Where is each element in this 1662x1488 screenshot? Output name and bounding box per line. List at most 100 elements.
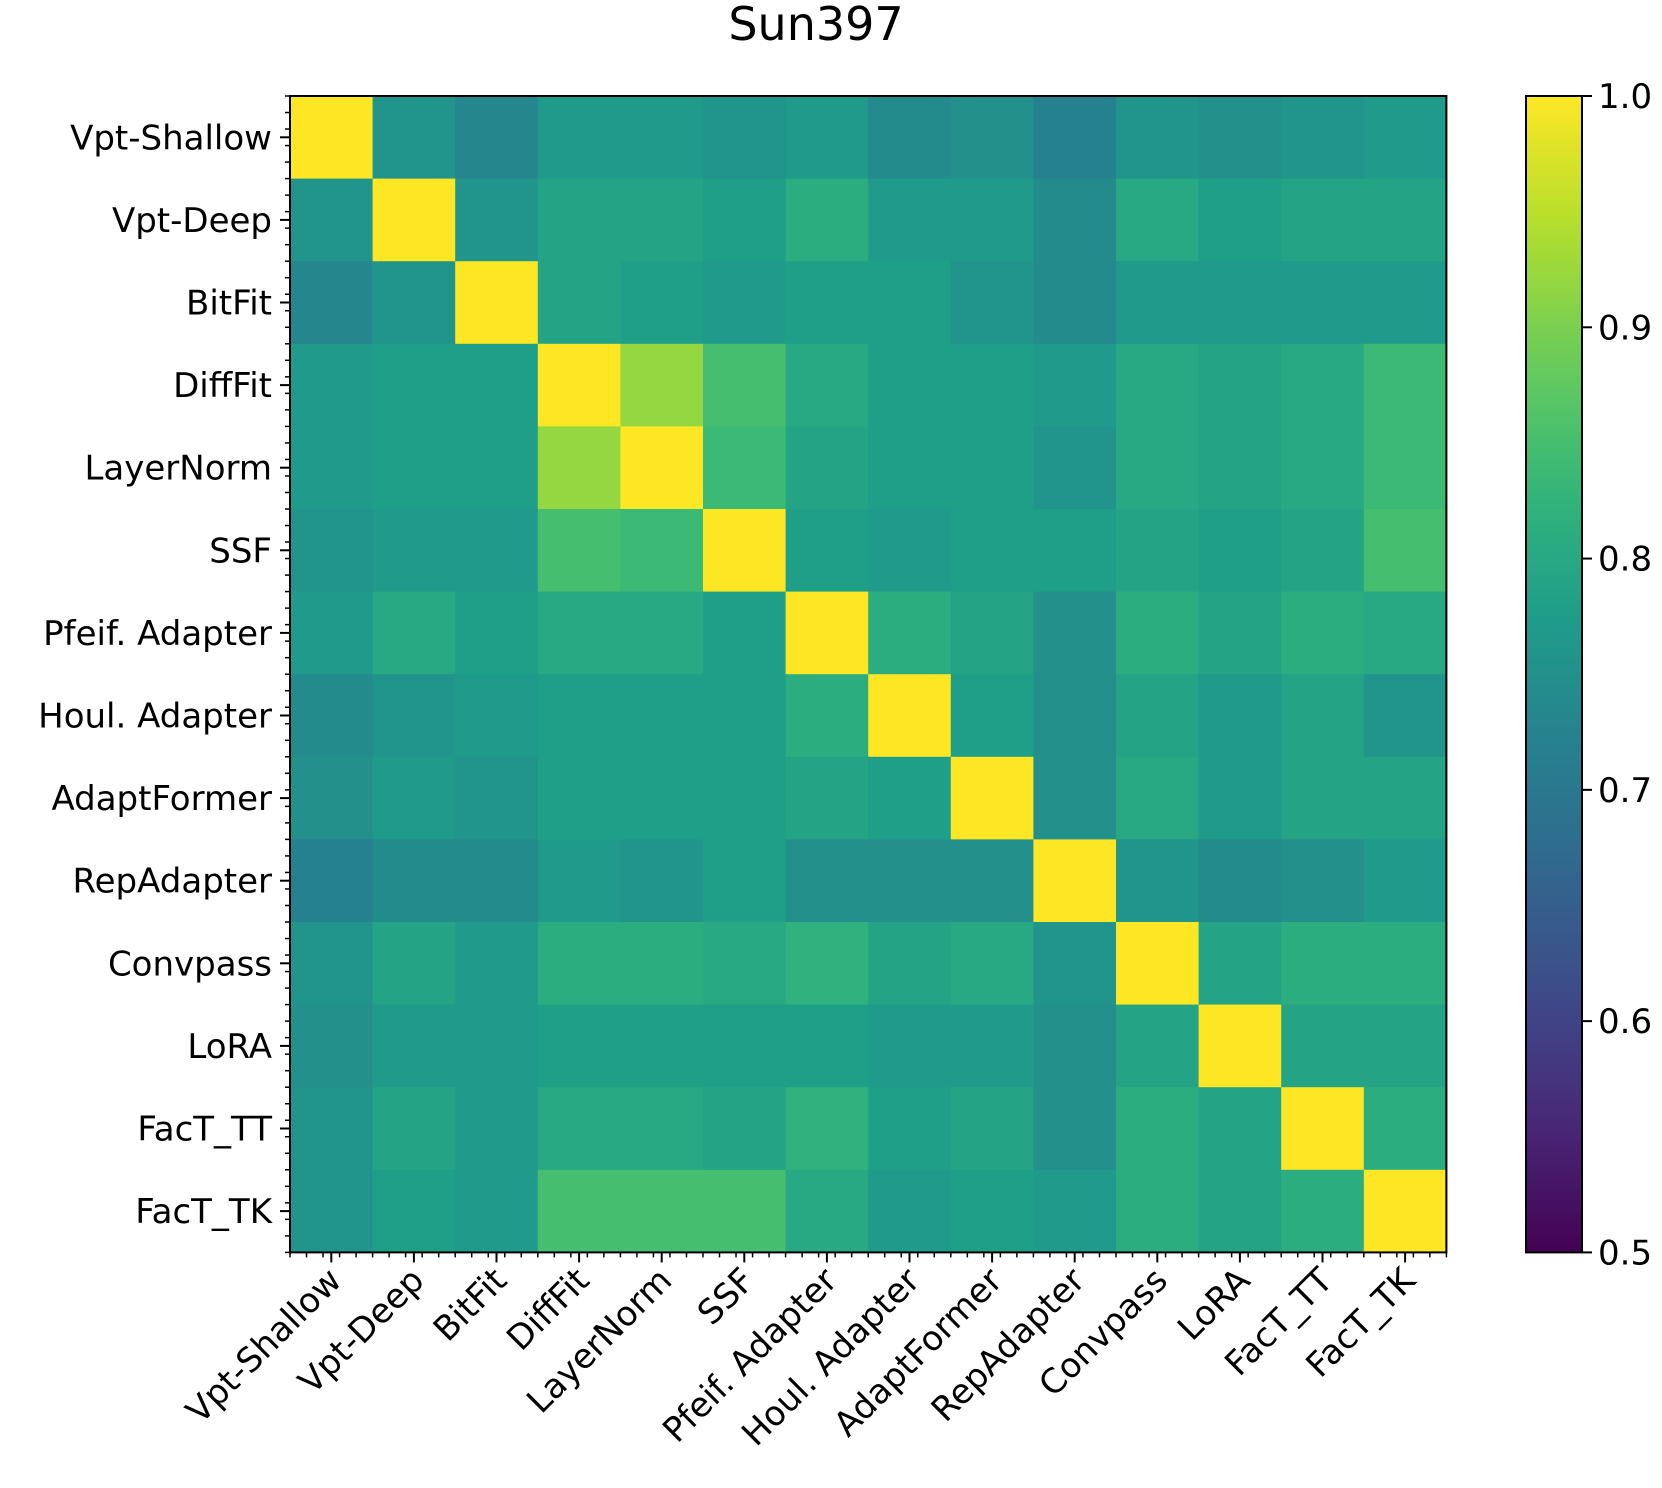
heatmap-cell-5-0: [290, 509, 374, 593]
heatmap-cell-4-11: [1198, 426, 1282, 510]
y-tick-label: Houl. Adapter: [38, 697, 272, 737]
heatmap-cell-13-2: [455, 1169, 539, 1253]
heatmap-cell-10-13: [1363, 922, 1447, 1006]
heatmap-cell-7-6: [785, 674, 869, 758]
heatmap-cell-1-10: [1116, 178, 1200, 262]
heatmap-cell-4-0: [290, 426, 374, 510]
heatmap-cell-11-1: [372, 1004, 456, 1088]
heatmap-cell-12-10: [1116, 1087, 1200, 1171]
heatmap-cell-2-4: [620, 261, 704, 345]
heatmap-cell-1-0: [290, 178, 374, 262]
heatmap-cell-5-13: [1363, 509, 1447, 593]
heatmap-cell-11-11: [1198, 1004, 1282, 1088]
heatmap-cell-13-13: [1363, 1169, 1447, 1253]
heatmap-cell-8-3: [537, 756, 621, 840]
heatmap-cell-2-13: [1363, 261, 1447, 345]
heatmap-cell-0-4: [620, 96, 704, 180]
y-tick-label: Convpass: [108, 944, 272, 984]
heatmap-cell-0-3: [537, 96, 621, 180]
heatmap-cell-12-12: [1281, 1087, 1365, 1171]
heatmap-cell-8-7: [868, 756, 952, 840]
x-tick-label: BitFit: [426, 1260, 515, 1349]
heatmap-cell-10-12: [1281, 922, 1365, 1006]
heatmap-cell-4-1: [372, 426, 456, 510]
heatmap-cell-8-8: [950, 756, 1034, 840]
heatmap-cell-8-5: [703, 756, 787, 840]
heatmap-cell-4-13: [1363, 426, 1447, 510]
heatmap-cell-7-0: [290, 674, 374, 758]
heatmap-cell-12-9: [1033, 1087, 1117, 1171]
heatmap-cell-13-3: [537, 1169, 621, 1253]
heatmap-cell-6-0: [290, 591, 374, 675]
heatmap-cell-6-9: [1033, 591, 1117, 675]
heatmap-cell-7-3: [537, 674, 621, 758]
heatmap-cell-4-4: [620, 426, 704, 510]
colorbar-tick-label: 0.6: [1598, 1002, 1652, 1042]
heatmap-cell-12-13: [1363, 1087, 1447, 1171]
heatmap-cell-3-9: [1033, 343, 1117, 427]
heatmap-cell-0-13: [1363, 96, 1447, 180]
colorbar-tick-label: 1.0: [1598, 77, 1652, 117]
heatmap-cell-11-8: [950, 1004, 1034, 1088]
y-tick-label: BitFit: [186, 284, 272, 324]
heatmap-cell-10-8: [950, 922, 1034, 1006]
heatmap-cell-3-5: [703, 343, 787, 427]
heatmap-cell-12-7: [868, 1087, 952, 1171]
heatmap-cell-10-9: [1033, 922, 1117, 1006]
y-tick-label: Pfeif. Adapter: [43, 614, 272, 654]
heatmap-cell-2-12: [1281, 261, 1365, 345]
heatmap-cell-5-6: [785, 509, 869, 593]
heatmap-cell-4-3: [537, 426, 621, 510]
heatmap-cell-5-7: [868, 509, 952, 593]
heatmap-cell-2-0: [290, 261, 374, 345]
heatmap-cell-9-5: [703, 839, 787, 923]
heatmap-cell-12-11: [1198, 1087, 1282, 1171]
heatmap-cell-5-8: [950, 509, 1034, 593]
heatmap-cell-4-5: [703, 426, 787, 510]
heatmap-cell-10-11: [1198, 922, 1282, 1006]
heatmap-cell-2-6: [785, 261, 869, 345]
heatmap-cell-9-8: [950, 839, 1034, 923]
heatmap-cell-0-10: [1116, 96, 1200, 180]
heatmap-cell-0-9: [1033, 96, 1117, 180]
heatmap-cell-3-13: [1363, 343, 1447, 427]
heatmap-cell-1-4: [620, 178, 704, 262]
heatmap-cell-9-12: [1281, 839, 1365, 923]
plot-frame: [289, 95, 1448, 1254]
heatmap-cell-8-13: [1363, 756, 1447, 840]
heatmap-cell-5-4: [620, 509, 704, 593]
heatmap-cell-9-13: [1363, 839, 1447, 923]
heatmap-cell-0-7: [868, 96, 952, 180]
heatmap-cell-10-7: [868, 922, 952, 1006]
heatmap-cell-2-5: [703, 261, 787, 345]
heatmap-cell-11-12: [1281, 1004, 1365, 1088]
heatmap-cell-8-1: [372, 756, 456, 840]
heatmap-cell-6-10: [1116, 591, 1200, 675]
heatmap-cell-7-8: [950, 674, 1034, 758]
heatmap-cell-9-6: [785, 839, 869, 923]
heatmap-cell-3-1: [372, 343, 456, 427]
heatmap-cell-6-7: [868, 591, 952, 675]
heatmap-cell-9-3: [537, 839, 621, 923]
heatmap-cell-3-2: [455, 343, 539, 427]
heatmap-cell-7-4: [620, 674, 704, 758]
y-tick-label: Vpt-Shallow: [70, 118, 272, 158]
heatmap-cell-5-9: [1033, 509, 1117, 593]
heatmap-cell-9-2: [455, 839, 539, 923]
heatmap-cell-10-10: [1116, 922, 1200, 1006]
heatmap-cell-12-2: [455, 1087, 539, 1171]
heatmap-cell-1-12: [1281, 178, 1365, 262]
heatmap-cell-13-6: [785, 1169, 869, 1253]
heatmap-cell-10-1: [372, 922, 456, 1006]
heatmap-cell-1-3: [537, 178, 621, 262]
heatmap-cell-0-5: [703, 96, 787, 180]
heatmap-cell-5-2: [455, 509, 539, 593]
heatmap-cell-12-3: [537, 1087, 621, 1171]
heatmap-cell-4-10: [1116, 426, 1200, 510]
heatmap-cell-1-9: [1033, 178, 1117, 262]
heatmap-cell-4-9: [1033, 426, 1117, 510]
y-tick-label: RepAdapter: [73, 862, 273, 902]
heatmap-cell-7-9: [1033, 674, 1117, 758]
heatmap-cell-13-1: [372, 1169, 456, 1253]
heatmap-cell-5-5: [703, 509, 787, 593]
